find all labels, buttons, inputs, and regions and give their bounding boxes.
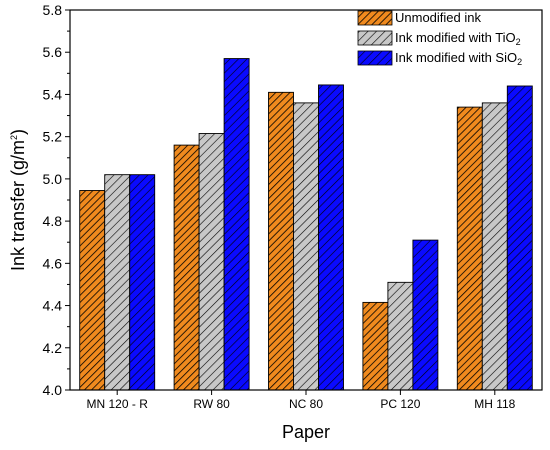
legend-label-tio2: Ink modified with TiO2	[395, 30, 521, 47]
y-tick-label: 5.6	[43, 44, 63, 60]
y-tick-label: 4.6	[43, 255, 63, 271]
x-tick-label: MN 120 - R	[87, 397, 149, 411]
x-tick-label: RW 80	[193, 397, 230, 411]
bar-mn-120-r-series-0	[79, 190, 106, 391]
legend-label-sio2: Ink modified with SiO2	[395, 50, 522, 67]
y-tick-label: 4.8	[43, 213, 63, 229]
bar-rw-80-series-1	[198, 133, 225, 391]
y-tick-label: 4.0	[43, 382, 63, 398]
y-tick-label: 5.8	[43, 2, 63, 18]
y-axis-title: Ink transfer (g/m2)	[8, 129, 28, 271]
bar-nc-80-series-2	[318, 84, 344, 391]
plot-frame	[69, 9, 543, 391]
x-ticks-layer: MN 120 - R RW 80 NC 80 PC 120 MH 118	[87, 390, 516, 411]
bar-mh-118-series-0	[456, 106, 483, 391]
x-tick-label: NC 80	[289, 397, 323, 411]
legend-swatch-tio2	[357, 30, 393, 46]
y-ticks-layer: 4.0 4.2 4.4 4.6 4.8 5.0 5.2 5.4 5.6 5.8	[43, 2, 70, 398]
bar-rw-80-series-0	[173, 144, 200, 391]
x-tick-label: MH 118	[474, 397, 515, 411]
legend: Unmodified ink Ink modified with TiO2 In…	[357, 10, 522, 67]
bar-pc-120-series-0	[362, 301, 389, 391]
bar-rw-80-series-2	[223, 58, 250, 391]
bar-mh-118-series-2	[506, 85, 533, 391]
y-tick-label: 5.2	[43, 129, 63, 145]
y-tick-label: 5.0	[43, 171, 63, 187]
y-tick-label: 4.4	[43, 298, 63, 314]
bar-mn-120-r-series-1	[104, 174, 131, 391]
bar-mh-118-series-1	[481, 102, 508, 391]
bar-nc-80-series-1	[293, 102, 319, 391]
bar-pc-120-series-2	[412, 239, 439, 391]
y-tick-label: 4.2	[43, 340, 63, 356]
legend-swatch-unmodified	[357, 10, 393, 26]
bars-layer	[79, 58, 533, 391]
bar-nc-80-series-0	[268, 91, 294, 391]
bar-mn-120-r-series-2	[129, 174, 156, 391]
bar-pc-120-series-1	[387, 281, 414, 391]
y-tick-label: 5.4	[43, 86, 63, 102]
legend-label-unmodified: Unmodified ink	[395, 10, 481, 25]
legend-swatch-sio2	[357, 50, 393, 66]
x-tick-label: PC 120	[380, 397, 420, 411]
x-axis-title: Paper	[282, 422, 330, 442]
